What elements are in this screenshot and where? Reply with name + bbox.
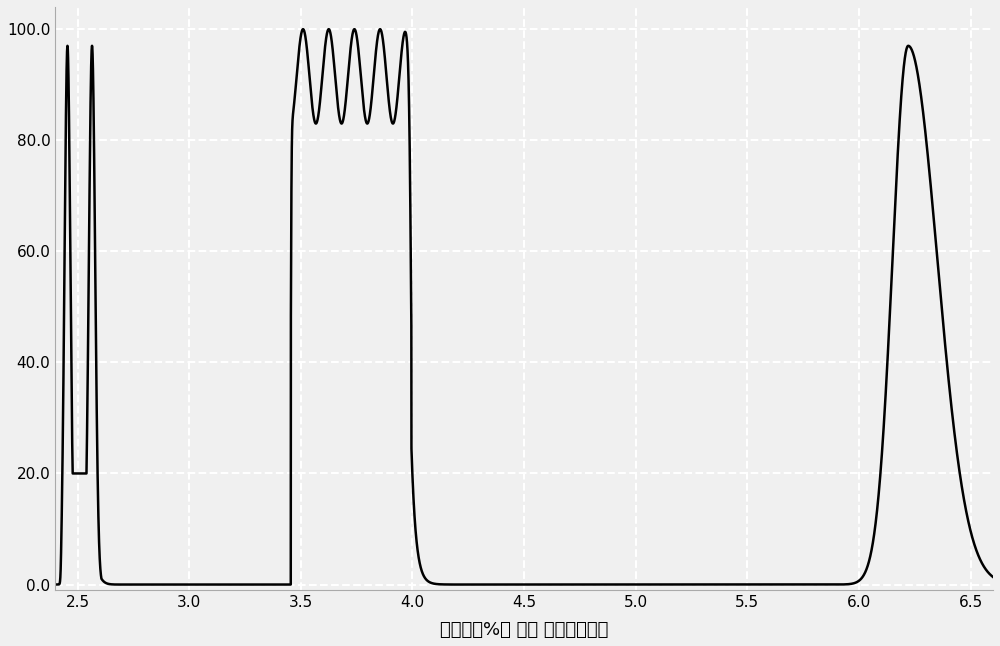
X-axis label: 透过率（%） 对应 波长（微米）: 透过率（%） 对应 波长（微米） — [440, 621, 608, 639]
